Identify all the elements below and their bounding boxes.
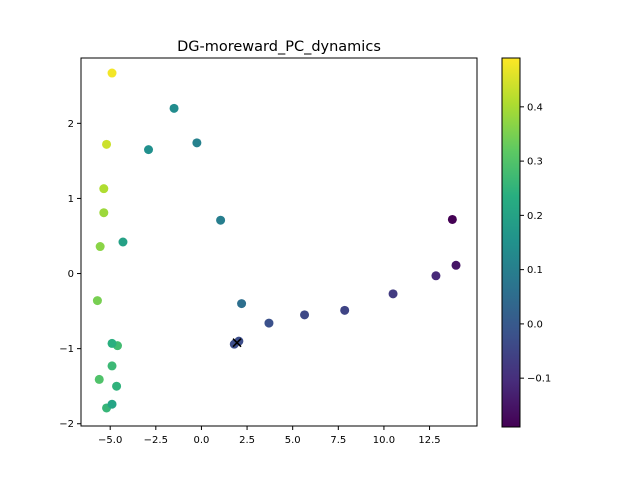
scatter-point xyxy=(216,215,226,225)
colorbar xyxy=(501,57,521,428)
points-layer xyxy=(92,68,461,413)
scatter-point xyxy=(92,296,102,306)
scatter-point xyxy=(388,289,398,299)
scatter-point xyxy=(300,310,310,320)
plot-frame xyxy=(80,57,478,427)
chart-title: DG-moreward_PC_dynamics xyxy=(177,39,381,55)
scatter-point xyxy=(264,318,274,328)
scatter-point xyxy=(99,184,109,194)
y-tick-label: −1 xyxy=(59,344,74,355)
y-tick-label: 0 xyxy=(68,269,74,280)
x-tick-label: −5.0 xyxy=(98,435,122,446)
scatter-point xyxy=(237,299,247,309)
scatter-point xyxy=(95,242,105,252)
scatter-point xyxy=(102,139,112,149)
y-axis: −2 −1 0 1 2 xyxy=(59,119,81,430)
scatter-point xyxy=(99,208,109,218)
colorbar-axis: −0.1 0.0 0.1 0.2 0.3 0.4 xyxy=(520,102,551,385)
scatter-point xyxy=(144,145,154,155)
scatter-point xyxy=(107,399,117,409)
markers-layer xyxy=(232,338,242,348)
scatter-point xyxy=(94,374,104,384)
colorbar-tick-label: 0.2 xyxy=(527,211,543,222)
scatter-point xyxy=(340,305,350,315)
scatter-point xyxy=(107,361,117,371)
x-tick-label: 5.0 xyxy=(285,435,301,446)
y-tick-label: −2 xyxy=(59,419,74,430)
x-marker xyxy=(232,338,242,348)
y-tick-label: 1 xyxy=(68,194,74,205)
scatter-point xyxy=(112,381,122,391)
x-tick-label: 10.0 xyxy=(373,435,395,446)
colorbar-tick-label: 0.1 xyxy=(527,265,543,276)
scatter-point xyxy=(107,68,117,78)
x-tick-label: 0.0 xyxy=(193,435,209,446)
colorbar-tick-label: 0.3 xyxy=(527,157,543,168)
x-axis: −5.0 −2.5 0.0 2.5 5.0 7.5 10.0 12.5 xyxy=(98,426,441,446)
scatter-point xyxy=(431,271,441,281)
scatter-point xyxy=(192,138,202,148)
x-tick-label: 2.5 xyxy=(239,435,255,446)
x-tick-label: −2.5 xyxy=(144,435,168,446)
scatter-point xyxy=(107,338,117,348)
scatter-point xyxy=(451,260,461,270)
scatter-point xyxy=(447,214,457,224)
scatter-point xyxy=(118,237,128,247)
colorbar-tick-label: 0.4 xyxy=(527,102,543,113)
y-tick-label: 2 xyxy=(68,119,74,130)
x-tick-label: 7.5 xyxy=(330,435,346,446)
x-tick-label: 12.5 xyxy=(418,435,440,446)
colorbar-tick-label: −0.1 xyxy=(527,374,551,385)
scatter-point xyxy=(169,103,179,113)
colorbar-tick-label: 0.0 xyxy=(527,319,543,330)
